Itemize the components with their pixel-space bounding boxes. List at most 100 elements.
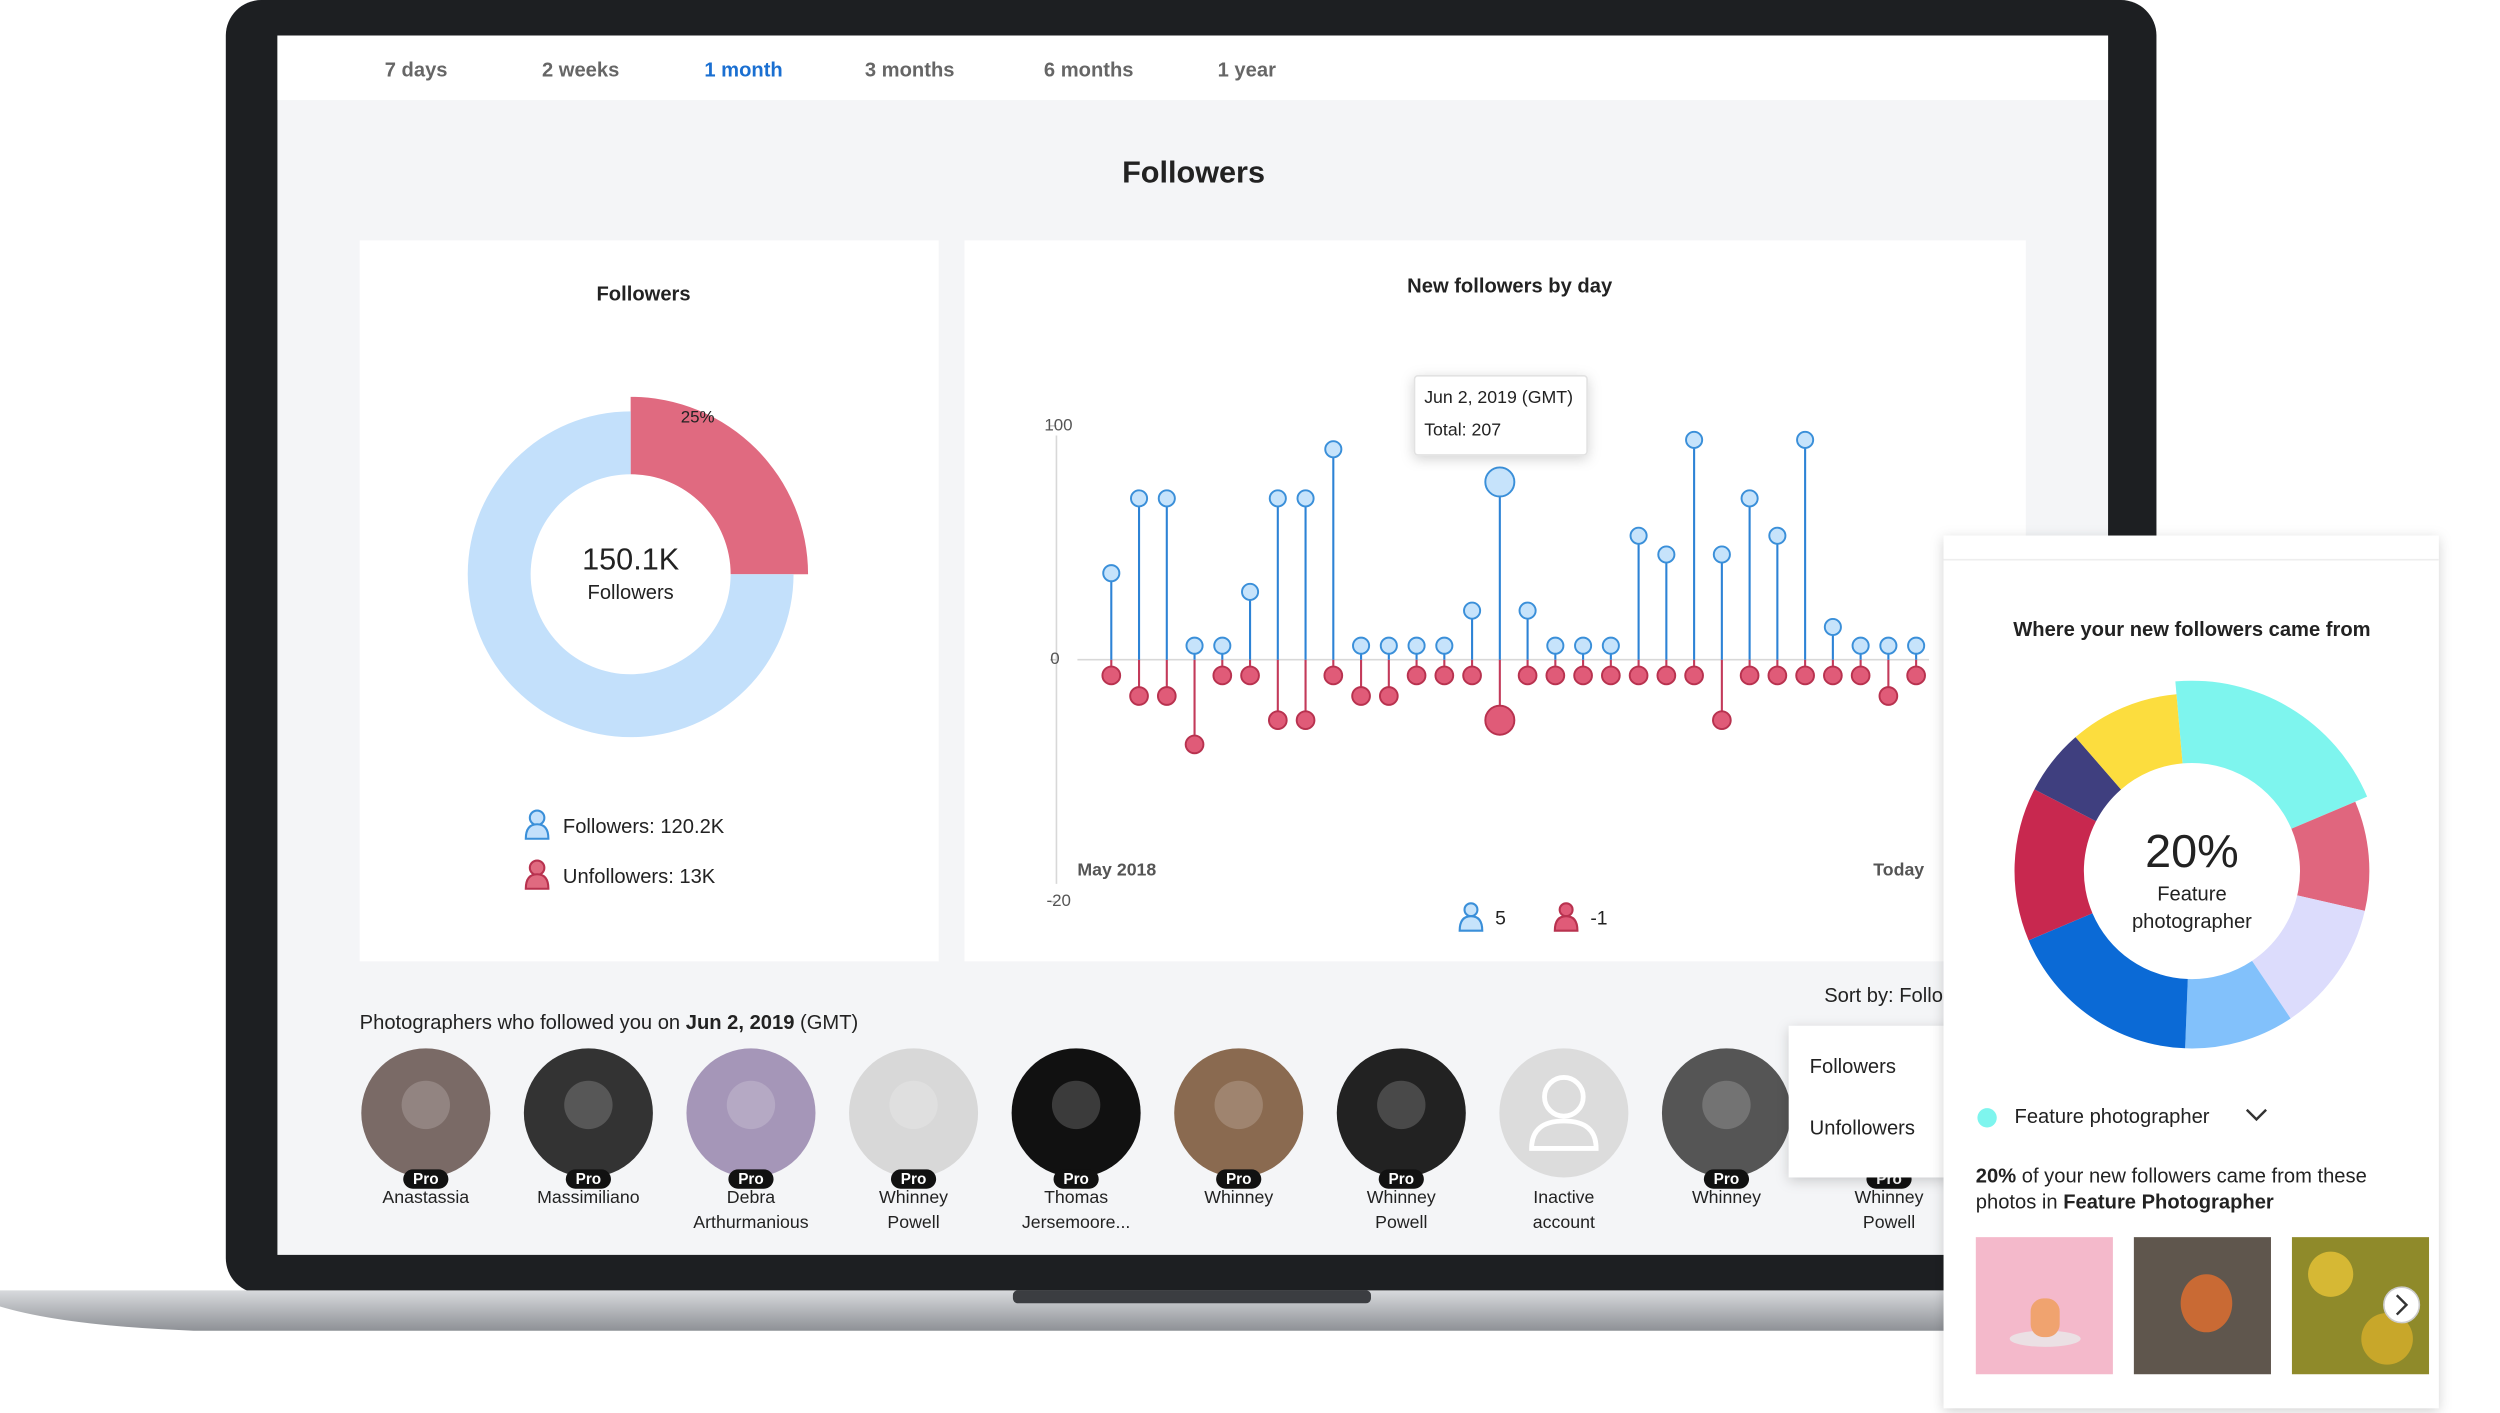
photographer-name[interactable]: Whinney: [1204, 1187, 1273, 1207]
photographer-name[interactable]: Debra: [727, 1187, 775, 1207]
unfollower-dot[interactable]: [1267, 710, 1288, 731]
unfollower-dot[interactable]: [1212, 665, 1233, 686]
follower-dot[interactable]: [1102, 564, 1121, 583]
photographer-name[interactable]: Thomas: [1044, 1187, 1108, 1207]
unfollower-dot[interactable]: [1795, 665, 1815, 686]
unfollower-dot[interactable]: [1684, 665, 1704, 686]
avatar-face: [1377, 1080, 1426, 1130]
tab[interactable]: 1 year: [1218, 59, 1276, 81]
unfollower-dot[interactable]: [1628, 665, 1649, 686]
follower-dot[interactable]: [1629, 526, 1648, 545]
follower-dot[interactable]: [1879, 636, 1898, 655]
unfollower-dot[interactable]: [1517, 665, 1538, 686]
chevron[interactable]: [2245, 1108, 2267, 1122]
follower-dot[interactable]: [1463, 601, 1482, 620]
follower-dot[interactable]: [1268, 489, 1287, 508]
sort-option[interactable]: Unfollowers: [1810, 1117, 1915, 1139]
follower-dot[interactable]: [1379, 636, 1398, 655]
next-button[interactable]: [2383, 1286, 2421, 1324]
sort-by[interactable]: Sort by: Follo: [1824, 985, 1943, 1007]
follower-dot[interactable]: [1484, 466, 1516, 498]
photographer-name[interactable]: Jersemoore...: [1022, 1212, 1130, 1232]
photographer-name[interactable]: Massimiliano: [537, 1187, 640, 1207]
tab[interactable]: 7 days: [385, 59, 448, 81]
avatar[interactable]: [849, 1048, 979, 1178]
photographer-name[interactable]: Anastassia: [382, 1187, 469, 1207]
photographer-name[interactable]: Whinney: [1855, 1187, 1924, 1207]
unfollower-dot[interactable]: [1351, 686, 1371, 706]
follower-dot[interactable]: [1851, 636, 1870, 655]
photographer-name[interactable]: Whinney: [879, 1187, 948, 1207]
unfollower-dot[interactable]: [1878, 686, 1899, 706]
follower-dot[interactable]: [1546, 636, 1565, 655]
avatar[interactable]: [1661, 1048, 1791, 1178]
avatar[interactable]: [1011, 1048, 1141, 1178]
unfollower-dot[interactable]: [1739, 665, 1760, 686]
unfollower-dot[interactable]: [1240, 665, 1260, 686]
unfollower-dot[interactable]: [1712, 710, 1732, 731]
unfollower-dot[interactable]: [1767, 665, 1788, 686]
unfollower-dot[interactable]: [1101, 665, 1122, 686]
follower-dot[interactable]: [1324, 440, 1343, 459]
photographer-name[interactable]: Arthurmanious: [693, 1212, 808, 1232]
tab[interactable]: 6 months: [1044, 59, 1134, 81]
photographer-name[interactable]: Whinney: [1692, 1187, 1761, 1207]
sort-option[interactable]: Followers: [1810, 1056, 1896, 1078]
unfollower-dot[interactable]: [1323, 665, 1344, 686]
follower-dot[interactable]: [1907, 636, 1926, 655]
avatar[interactable]: [523, 1048, 653, 1178]
avatar[interactable]: [1499, 1048, 1629, 1178]
follower-dot[interactable]: [1740, 489, 1759, 508]
unfollower-dot[interactable]: [1484, 704, 1516, 736]
unfollower-dot[interactable]: [1184, 734, 1205, 755]
avatar[interactable]: [361, 1048, 491, 1178]
follower-dot[interactable]: [1685, 430, 1704, 449]
follower-dot[interactable]: [1213, 636, 1232, 655]
follower-dot[interactable]: [1130, 489, 1149, 508]
unfollower-dot[interactable]: [1295, 710, 1316, 731]
unfollower-dot[interactable]: [1850, 665, 1871, 686]
follower-dot[interactable]: [1574, 636, 1593, 655]
follower-dot[interactable]: [1796, 430, 1815, 449]
tab[interactable]: 2 weeks: [542, 59, 619, 81]
follower-dot[interactable]: [1823, 617, 1842, 637]
follower-dot[interactable]: [1768, 526, 1787, 545]
unfollower-dot[interactable]: [1434, 665, 1455, 686]
unfollower-dot[interactable]: [1378, 686, 1399, 706]
follower-dot[interactable]: [1518, 601, 1537, 620]
follower-dot[interactable]: [1601, 636, 1620, 655]
page-title: Followers: [1122, 155, 1265, 189]
avatar[interactable]: [1174, 1048, 1304, 1178]
unfollower-dot[interactable]: [1601, 665, 1621, 686]
avatar[interactable]: [686, 1048, 816, 1178]
follower-dot[interactable]: [1157, 489, 1176, 508]
tab[interactable]: 3 months: [865, 59, 955, 81]
unfollower-dot[interactable]: [1462, 665, 1482, 686]
follower-dot[interactable]: [1185, 636, 1204, 655]
tab[interactable]: 1 month: [704, 59, 782, 81]
follower-dot[interactable]: [1657, 545, 1676, 564]
unfollower-dot[interactable]: [1656, 665, 1677, 686]
avatar[interactable]: [1336, 1048, 1466, 1178]
description-bold: Feature Photographer: [2063, 1192, 2274, 1214]
follower-dot[interactable]: [1407, 636, 1426, 655]
category-select[interactable]: Feature photographer: [2015, 1106, 2210, 1128]
unfollower-dot[interactable]: [1545, 665, 1566, 686]
unfollower-dot[interactable]: [1156, 686, 1177, 706]
photographer-name[interactable]: Inactive: [1533, 1187, 1594, 1207]
photographer-name[interactable]: Powell: [887, 1212, 939, 1232]
photographer-name[interactable]: Whinney: [1367, 1187, 1436, 1207]
unfollower-dot[interactable]: [1906, 665, 1926, 686]
photographer-name[interactable]: Powell: [1863, 1212, 1915, 1232]
unfollower-dot[interactable]: [1573, 665, 1593, 686]
unfollower-dot[interactable]: [1406, 665, 1427, 686]
unfollower-dot[interactable]: [1823, 665, 1843, 686]
unfollower-dot[interactable]: [1129, 686, 1149, 706]
photographer-name[interactable]: Powell: [1375, 1212, 1427, 1232]
follower-dot[interactable]: [1435, 636, 1454, 655]
follower-dot[interactable]: [1296, 489, 1315, 508]
follower-dot[interactable]: [1241, 582, 1260, 601]
photographer-name[interactable]: account: [1533, 1212, 1595, 1232]
follower-dot[interactable]: [1712, 545, 1731, 564]
follower-dot[interactable]: [1352, 636, 1371, 655]
